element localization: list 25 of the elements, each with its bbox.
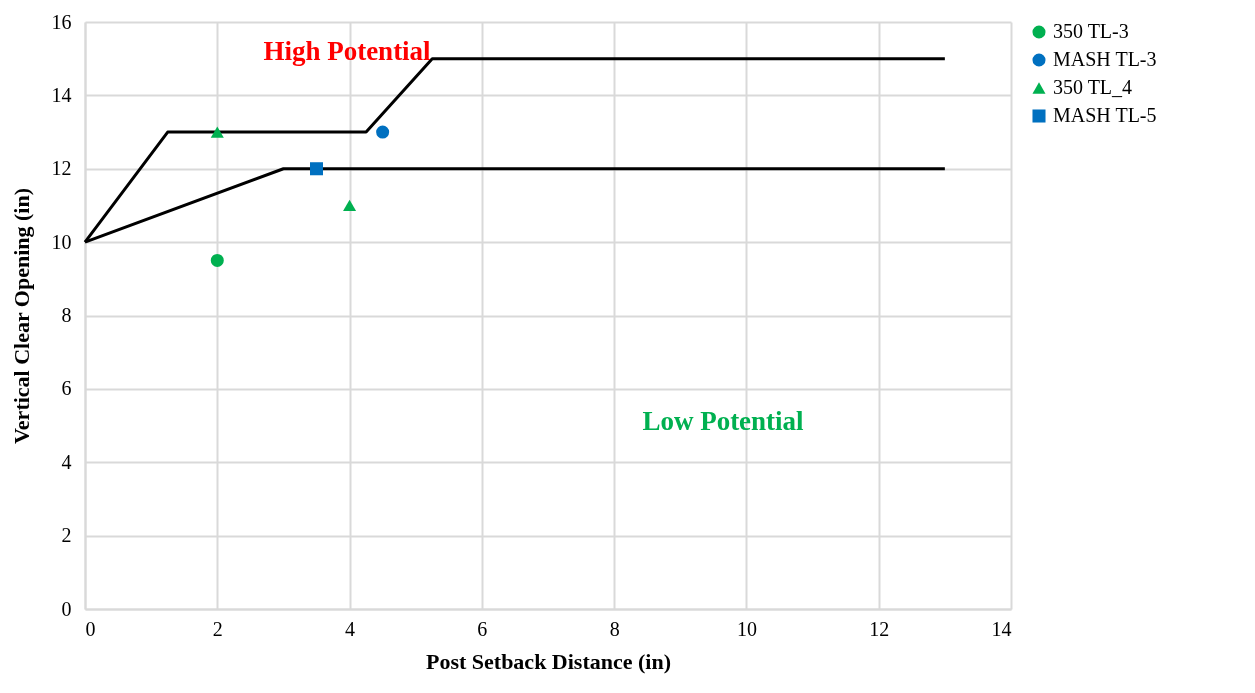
y-tick-label: 8 <box>61 304 72 326</box>
y-tick-label: 6 <box>61 377 72 400</box>
annotation: Low Potential <box>642 406 805 436</box>
x-tick-label: 10 <box>736 617 757 640</box>
y-axis-title: Vertical Clear Opening (in) <box>8 187 34 445</box>
y-tick-label: 12 <box>51 157 72 180</box>
x-tick-label: 6 <box>477 617 488 640</box>
x-tick-label: 0 <box>85 617 96 640</box>
legend-label: MASH TL-3 <box>1053 48 1157 70</box>
y-tick-label: 14 <box>51 83 72 106</box>
x-tick-label: 8 <box>609 617 620 640</box>
x-tick-label: 12 <box>869 617 890 640</box>
legend-label: 350 TL_4 <box>1053 76 1133 98</box>
legend-label: MASH TL-5 <box>1053 104 1157 126</box>
legend-label: 350 TL-3 <box>1053 20 1129 42</box>
annotation: High Potential <box>263 36 432 66</box>
y-tick-label: 10 <box>51 230 72 253</box>
y-tick-label: 16 <box>51 10 72 33</box>
y-tick-label: 0 <box>61 597 72 620</box>
x-tick-label: 2 <box>212 617 223 640</box>
x-tick-label: 4 <box>345 617 356 640</box>
y-tick-label: 4 <box>61 450 72 473</box>
x-tick-label: 14 <box>991 617 1012 640</box>
y-tick-label: 2 <box>61 524 72 547</box>
x-axis-title: Post Setback Distance (in) <box>425 648 672 674</box>
